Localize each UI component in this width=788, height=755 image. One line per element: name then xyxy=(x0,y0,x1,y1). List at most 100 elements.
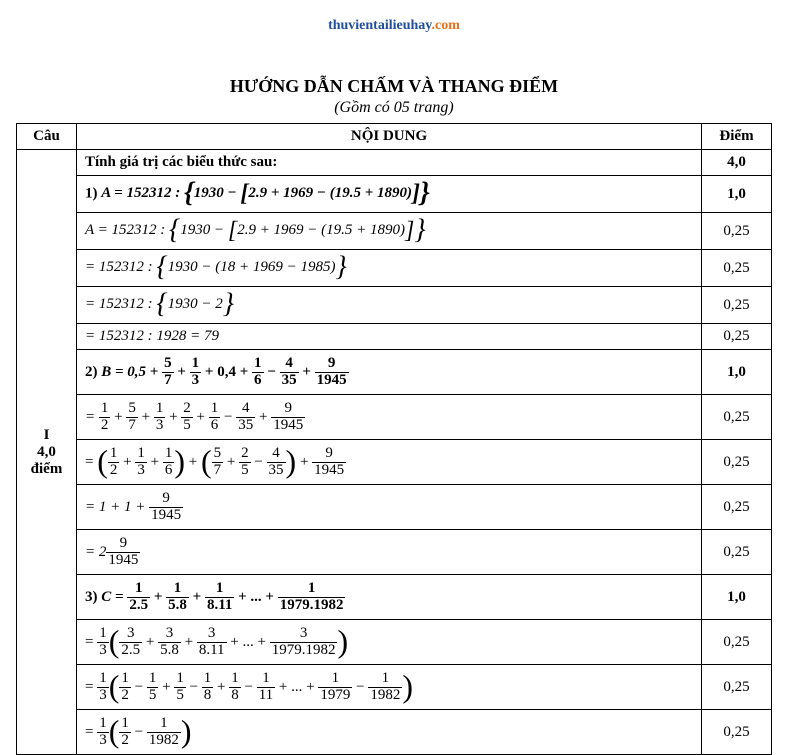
question-points: 4,0 xyxy=(25,444,68,461)
content-cell: = 12 + 57 + 13 + 25 + 16 − 435 + 91945 xyxy=(77,395,702,440)
factor-paren-expression: = 13(12 − 11982) xyxy=(85,724,192,740)
fraction: 12 xyxy=(108,446,120,479)
content-cell: A = 152312 : {1930 − [2.9 + 1969 − (19.5… xyxy=(77,213,702,250)
content-cell: = 13(32.5 + 35.8 + 38.11 + ... + 31979.1… xyxy=(77,620,702,665)
table-row: 3) C = 12.5 + 15.8 + 18.11 + ... + 11979… xyxy=(17,575,772,620)
table-row: = 291945 0,25 xyxy=(17,530,772,575)
score-cell: 0,25 xyxy=(702,710,772,755)
site-name-part1: thuvientailieuhay xyxy=(328,18,431,33)
score-cell: 0,25 xyxy=(702,665,772,710)
content-cell: = 13(12 − 15 + 15 − 18 + 18 − 111 + ... … xyxy=(77,665,702,710)
fraction: 16 xyxy=(252,356,264,389)
fraction: 111 xyxy=(257,671,275,704)
fraction: 11982 xyxy=(147,716,181,749)
fraction: 15.8 xyxy=(166,581,189,614)
fraction: 57 xyxy=(162,356,174,389)
score-cell: 4,0 xyxy=(702,150,772,176)
table-row: = 13(12 − 15 + 15 − 18 + 18 − 111 + ... … xyxy=(17,665,772,710)
content-cell: 2) B = 0,5 + 57 + 13 + 0,4 + 16 − 435 + … xyxy=(77,350,702,395)
score-cell: 0,25 xyxy=(702,620,772,665)
content-cell: = 13(12 − 11982) xyxy=(77,710,702,755)
fraction: 13 xyxy=(97,671,109,704)
score-cell: 0,25 xyxy=(702,485,772,530)
factor-paren-expression: = 13(32.5 + 35.8 + 38.11 + ... + 31979.1… xyxy=(85,634,348,650)
table-header-row: Câu NỘI DUNG Điểm xyxy=(17,124,772,150)
score-cell: 0,25 xyxy=(702,440,772,485)
table-row: = 1 + 1 + 91945 0,25 xyxy=(17,485,772,530)
table-body: I4,0điểmTính giá trị các biểu thức sau:4… xyxy=(17,150,772,755)
table-row: = 12 + 57 + 13 + 25 + 16 − 435 + 91945 0,… xyxy=(17,395,772,440)
question-number: I xyxy=(25,427,68,444)
fraction: 16 xyxy=(163,446,175,479)
fraction: 38.11 xyxy=(197,626,227,659)
paren-expression: = (12 + 13 + 16) + (57 + 25 − 435) + 919… xyxy=(85,454,346,470)
col-header-diem: Điểm xyxy=(702,124,772,150)
fraction: 13 xyxy=(97,716,109,749)
col-header-cau: Câu xyxy=(17,124,77,150)
score-cell: 0,25 xyxy=(702,324,772,350)
fraction: 11979 xyxy=(318,671,352,704)
score-cell: 0,25 xyxy=(702,395,772,440)
fraction: 435 xyxy=(267,446,286,479)
fraction: 91945 xyxy=(312,446,346,479)
fraction: 25 xyxy=(239,446,251,479)
table-row: = 152312 : {1930 − 2} 0,25 xyxy=(17,287,772,324)
question-label-cell: I4,0điểm xyxy=(17,150,77,755)
fraction: 12 xyxy=(119,671,131,704)
score-cell: 0,25 xyxy=(702,287,772,324)
content-cell: = 1 + 1 + 91945 xyxy=(77,485,702,530)
fraction: 13 xyxy=(135,446,147,479)
table-row: = 152312 : 1928 = 79 0,25 xyxy=(17,324,772,350)
table-row: I4,0điểmTính giá trị các biểu thức sau:4… xyxy=(17,150,772,176)
content-cell: = 152312 : 1928 = 79 xyxy=(77,324,702,350)
fraction: 31979.1982 xyxy=(270,626,338,659)
fraction: 91945 xyxy=(315,356,349,389)
fraction: 18.11 xyxy=(205,581,234,614)
math-expression: = 152312 : {1930 − (18 + 1969 − 1985)} xyxy=(85,259,347,275)
table-row: = (12 + 13 + 16) + (57 + 25 − 435) + 919… xyxy=(17,440,772,485)
factor-paren-expression: = 13(12 − 15 + 15 − 18 + 18 − 111 + ... … xyxy=(85,679,413,695)
table-row: 1) A = 152312 : {1930 − [2.9 + 1969 − (1… xyxy=(17,176,772,213)
table-row: = 13(32.5 + 35.8 + 38.11 + ... + 31979.1… xyxy=(17,620,772,665)
math-expression: = 152312 : 1928 = 79 xyxy=(85,328,219,344)
table-row: = 13(12 − 11982) 0,25 xyxy=(17,710,772,755)
fraction: 12 xyxy=(119,716,131,749)
content-cell: = (12 + 13 + 16) + (57 + 25 − 435) + 919… xyxy=(77,440,702,485)
score-cell: 0,25 xyxy=(702,250,772,287)
page-title: HƯỚNG DẪN CHẤM VÀ THANG ĐIỂM xyxy=(0,76,788,97)
fraction-expression: C = 12.5 + 15.8 + 18.11 + ... + 11979.19… xyxy=(101,589,345,605)
math-expression: = 152312 : {1930 − 2} xyxy=(85,296,234,312)
fraction-expression: = 1 + 1 + 91945 xyxy=(85,499,183,515)
page-subtitle: (Gồm có 05 trang) xyxy=(0,99,788,117)
site-name-part2: .com xyxy=(432,18,460,33)
fraction: 11982 xyxy=(368,671,402,704)
content-cell: = 152312 : {1930 − (18 + 1969 − 1985)} xyxy=(77,250,702,287)
col-header-noidung: NỘI DUNG xyxy=(77,124,702,150)
fraction: 35.8 xyxy=(158,626,181,659)
row-text: Tính giá trị các biểu thức sau: xyxy=(85,154,277,170)
question-points-word: điểm xyxy=(25,461,68,478)
score-cell: 0,25 xyxy=(702,530,772,575)
fraction-expression: = 291945 xyxy=(85,544,140,560)
fraction: 15 xyxy=(147,671,159,704)
site-header: thuvientailieuhay.com xyxy=(0,0,788,34)
score-cell: 1,0 xyxy=(702,575,772,620)
content-cell: = 291945 xyxy=(77,530,702,575)
fraction: 13 xyxy=(190,356,202,389)
math-expression: A = 152312 : {1930 − [2.9 + 1969 − (19.5… xyxy=(85,222,426,238)
fraction: 18 xyxy=(229,671,241,704)
fraction: 32.5 xyxy=(119,626,142,659)
content-cell: = 152312 : {1930 − 2} xyxy=(77,287,702,324)
fraction: 13 xyxy=(154,401,166,434)
fraction: 12 xyxy=(99,401,111,434)
fraction: 12.5 xyxy=(127,581,150,614)
fraction-expression: = 12 + 57 + 13 + 25 + 16 − 435 + 91945 xyxy=(85,409,305,425)
table-row: A = 152312 : {1930 − [2.9 + 1969 − (19.5… xyxy=(17,213,772,250)
fraction: 91945 xyxy=(106,536,140,569)
fraction: 16 xyxy=(209,401,221,434)
fraction: 11979.1982 xyxy=(278,581,346,614)
math-expression: A = 152312 : {1930 − [2.9 + 1969 − (19.5… xyxy=(101,185,430,201)
table-row: 2) B = 0,5 + 57 + 13 + 0,4 + 16 − 435 + … xyxy=(17,350,772,395)
fraction: 15 xyxy=(174,671,186,704)
fraction: 435 xyxy=(236,401,255,434)
